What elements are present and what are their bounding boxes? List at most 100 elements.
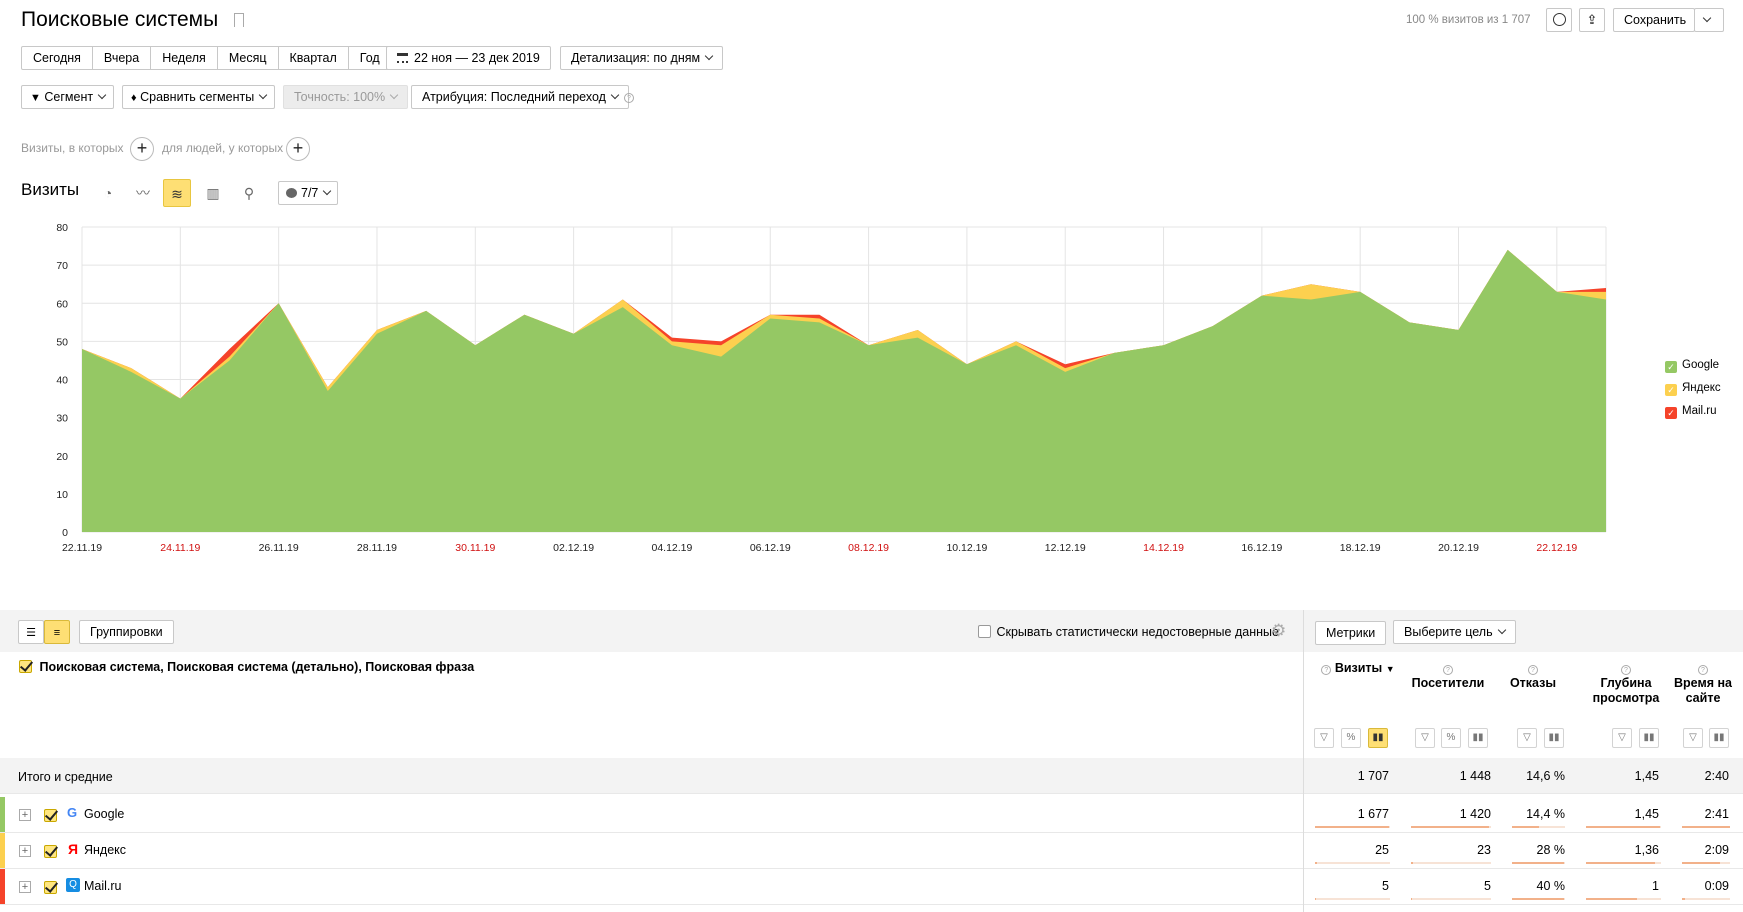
area-chart-icon[interactable]: ≋ xyxy=(163,179,191,207)
expand-icon[interactable]: + xyxy=(19,809,31,821)
help-icon[interactable]: ? xyxy=(1528,665,1538,675)
period-yesterday[interactable]: Вчера xyxy=(91,47,150,69)
help-icon[interactable]: ? xyxy=(1621,665,1631,675)
cell-depth: 1 xyxy=(1652,879,1659,893)
row-checkbox[interactable] xyxy=(44,845,57,858)
filter-icon[interactable]: ▽ xyxy=(1415,728,1435,748)
metric-bar xyxy=(1512,898,1564,900)
groupings-button[interactable]: Группировки xyxy=(79,620,174,644)
metric-bar xyxy=(1682,898,1685,900)
row-label[interactable]: Google xyxy=(84,807,125,821)
y-tick-label: 70 xyxy=(56,260,68,272)
filter-icon[interactable]: ▽ xyxy=(1314,728,1334,748)
export-button[interactable]: ⇪ xyxy=(1579,8,1605,32)
row-label[interactable]: Mail.ru xyxy=(84,879,122,893)
filter-icon[interactable]: ▽ xyxy=(1517,728,1537,748)
filter-icon[interactable]: ▽ xyxy=(1612,728,1632,748)
goal-dropdown[interactable]: Выберите цель xyxy=(1393,620,1516,644)
bookmark-icon[interactable] xyxy=(234,13,244,27)
expand-icon[interactable]: + xyxy=(19,845,31,857)
series-count-dropdown[interactable]: 7/7 xyxy=(278,181,339,205)
row-checkbox[interactable] xyxy=(44,881,57,894)
metric-bar xyxy=(1586,898,1637,900)
gear-icon[interactable]: ⚙ xyxy=(1271,621,1287,640)
clock-icon xyxy=(1552,13,1566,26)
save-button[interactable]: Сохранить xyxy=(1613,8,1695,32)
people-condition-label: для людей, у которых xyxy=(162,141,284,155)
date-range-button[interactable]: 22 ноя — 23 дек 2019 xyxy=(386,46,551,70)
hide-unreliable-checkbox[interactable]: Скрывать статистически недостоверные дан… xyxy=(978,625,1279,639)
legend-checkbox[interactable]: ✓ xyxy=(1665,384,1677,396)
percent-icon[interactable]: % xyxy=(1341,728,1361,748)
percent-icon[interactable]: % xyxy=(1441,728,1461,748)
dimension-checkbox[interactable] xyxy=(19,660,32,673)
period-month[interactable]: Месяц xyxy=(216,47,278,69)
row-color-marker xyxy=(0,833,5,868)
area-series-Google[interactable] xyxy=(82,249,1606,532)
line-chart-icon[interactable]: 〰 xyxy=(136,185,150,201)
column-visitors[interactable]: ? Посетители xyxy=(1411,665,1485,690)
attribution-dropdown[interactable]: Атрибуция: Последний переход xyxy=(411,85,629,109)
history-button[interactable] xyxy=(1546,8,1572,32)
bars-icon[interactable]: ▮▮ xyxy=(1709,728,1729,748)
comment-icon xyxy=(286,188,297,198)
segment-dropdown[interactable]: ▼ Сегмент xyxy=(21,85,115,109)
map-pin-icon[interactable]: ⚲ xyxy=(243,185,255,201)
add-people-condition-button[interactable]: + xyxy=(286,137,310,161)
help-icon[interactable]: ? xyxy=(1321,665,1332,675)
period-today[interactable]: Сегодня xyxy=(33,51,81,65)
metric-bar-track xyxy=(1411,862,1491,864)
chevron-down-icon xyxy=(704,51,714,61)
pie-chart-icon[interactable]: ◔ xyxy=(103,185,113,201)
column-depth[interactable]: ? Глубина просмотра xyxy=(1592,665,1660,705)
x-tick-label: 26.11.19 xyxy=(259,542,299,554)
table-row[interactable]: + Я Яндекс 25 23 28 % 1,36 2:09 xyxy=(0,833,1743,869)
detail-dropdown[interactable]: Детализация: по дням xyxy=(560,46,724,70)
bar-chart-icon[interactable]: ▥ xyxy=(206,185,220,201)
help-icon[interactable]: ? xyxy=(1443,665,1453,675)
attribution-help-icon[interactable]: ? xyxy=(624,93,634,103)
column-visits[interactable]: ? Визиты ▼ xyxy=(1318,661,1398,677)
save-menu-button[interactable] xyxy=(1694,8,1724,32)
y-tick-label: 60 xyxy=(56,298,68,310)
expand-icon[interactable]: + xyxy=(19,881,31,893)
x-tick-label: 28.11.19 xyxy=(357,542,397,554)
legend-item-yandex[interactable]: ✓ Яндекс xyxy=(1665,382,1721,396)
cell-depth: 1,45 xyxy=(1634,807,1659,821)
column-time[interactable]: ? Время на сайте xyxy=(1674,665,1732,705)
drops-icon: ♦ xyxy=(131,92,137,104)
google-icon: G xyxy=(67,805,78,820)
filter-icon[interactable]: ▽ xyxy=(1683,728,1703,748)
metrics-button[interactable]: Метрики xyxy=(1315,621,1387,645)
period-quarter[interactable]: Квартал xyxy=(277,47,348,69)
compare-segments-dropdown[interactable]: ♦ Сравнить сегменты xyxy=(122,85,276,109)
legend-item-google[interactable]: ✓ Google xyxy=(1665,359,1719,373)
legend-checkbox[interactable]: ✓ xyxy=(1665,407,1677,419)
x-tick-label: 06.12.19 xyxy=(750,542,791,554)
row-checkbox[interactable] xyxy=(44,809,57,822)
help-icon[interactable]: ? xyxy=(1698,665,1708,675)
bars-icon[interactable]: ▮▮ xyxy=(1544,728,1564,748)
legend-checkbox[interactable]: ✓ xyxy=(1665,361,1677,373)
period-week[interactable]: Неделя xyxy=(150,47,217,69)
share-icon: ⇪ xyxy=(1586,12,1598,27)
x-tick-label: 16.12.19 xyxy=(1241,542,1282,554)
checkbox[interactable] xyxy=(978,625,991,638)
tree-view-button[interactable]: ≡ xyxy=(44,620,70,644)
bars-icon[interactable]: ▮▮ xyxy=(1368,728,1388,748)
table-row[interactable]: + G Google 1 677 1 420 14,4 % 1,45 2:41 xyxy=(0,797,1743,833)
x-tick-label: 14.12.19 xyxy=(1143,542,1184,554)
page-title: Поисковые системы xyxy=(21,8,219,31)
bars-icon[interactable]: ▮▮ xyxy=(1468,728,1488,748)
y-tick-label: 40 xyxy=(56,375,68,387)
add-visit-condition-button[interactable]: + xyxy=(130,137,154,161)
bars-icon[interactable]: ▮▮ xyxy=(1639,728,1659,748)
legend-item-mailru[interactable]: ✓ Mail.ru xyxy=(1665,405,1717,419)
row-label[interactable]: Яндекс xyxy=(84,843,127,857)
mailru-icon: Q xyxy=(66,878,80,892)
period-selector: Сегодня Вчера Неделя Месяц Квартал Год xyxy=(21,46,392,70)
list-view-button[interactable]: ☰ xyxy=(18,620,44,644)
table-row[interactable]: + Q Mail.ru 5 5 40 % 1 0:09 xyxy=(0,869,1743,905)
column-bounces[interactable]: ? Отказы xyxy=(1509,665,1557,690)
period-year[interactable]: Год xyxy=(347,47,391,69)
